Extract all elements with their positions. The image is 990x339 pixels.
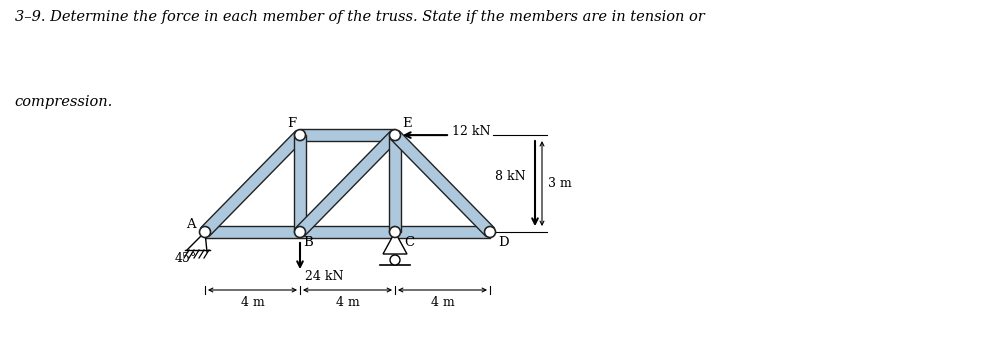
Circle shape <box>200 226 211 238</box>
Polygon shape <box>201 131 304 236</box>
Text: 3 m: 3 m <box>548 177 572 190</box>
Text: A: A <box>186 218 196 231</box>
Polygon shape <box>391 131 494 236</box>
Circle shape <box>390 255 400 265</box>
Text: 3–9. Determine the force in each member of the truss. State if the members are i: 3–9. Determine the force in each member … <box>15 10 705 24</box>
Polygon shape <box>383 232 407 254</box>
Text: 24 kN: 24 kN <box>305 270 344 283</box>
Text: B: B <box>303 236 313 248</box>
Polygon shape <box>389 135 401 232</box>
Text: D: D <box>499 236 509 248</box>
Polygon shape <box>294 135 306 232</box>
Circle shape <box>294 226 306 238</box>
Circle shape <box>389 226 401 238</box>
Circle shape <box>484 226 496 238</box>
Circle shape <box>294 129 306 141</box>
Text: 12 kN: 12 kN <box>452 125 490 138</box>
Text: compression.: compression. <box>15 95 113 109</box>
Text: 8 kN: 8 kN <box>495 170 526 183</box>
Polygon shape <box>296 131 399 236</box>
Circle shape <box>389 129 401 141</box>
Polygon shape <box>205 226 300 238</box>
Text: 4 m: 4 m <box>241 296 264 309</box>
Text: 4 m: 4 m <box>336 296 359 309</box>
Text: 4 m: 4 m <box>431 296 454 309</box>
Text: 45°: 45° <box>175 252 197 265</box>
Polygon shape <box>395 226 490 238</box>
Polygon shape <box>300 129 395 141</box>
Text: C: C <box>404 236 414 248</box>
Text: F: F <box>287 117 297 129</box>
Text: E: E <box>402 117 412 129</box>
Polygon shape <box>300 226 395 238</box>
